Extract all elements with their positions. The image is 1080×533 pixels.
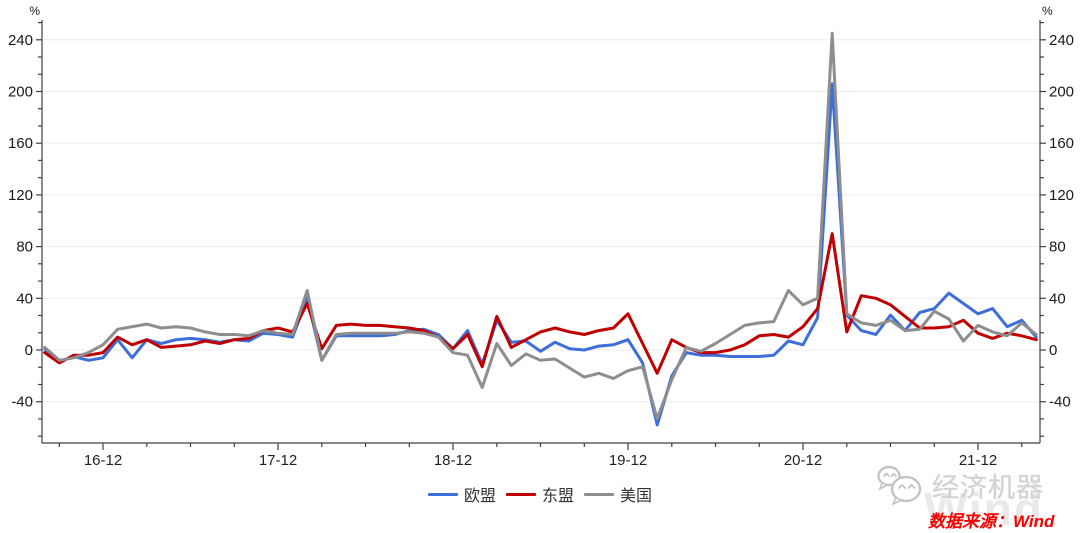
y-axis-tick-label-left: 240	[8, 32, 33, 49]
y-axis-tick-label-left: -40	[11, 394, 33, 411]
asean-series-line	[43, 232, 1038, 375]
chart-legend: 欧盟 东盟 美国	[0, 482, 1080, 506]
brand-name: 经济机器	[932, 472, 1044, 503]
y-axis-tick-label-left: 160	[8, 135, 33, 152]
wechat-icon	[877, 465, 922, 505]
wind-watermark: Wind	[924, 483, 1044, 533]
y-axis-tick-label-left: 0	[25, 342, 33, 359]
x-axis-tick-label: 18-12	[434, 452, 472, 469]
y-axis-tick-label-right: 240	[1049, 32, 1074, 49]
y-axis-tick-label-right: -40	[1049, 394, 1071, 411]
x-axis-tick-label: 16-12	[84, 452, 122, 469]
y-axis-tick-label-right: 80	[1049, 239, 1066, 256]
data-source-note: 数据来源：Wind	[928, 512, 1055, 531]
y-unit-label-right: %	[1042, 4, 1053, 18]
x-axis-tick-label: 19-12	[609, 452, 647, 469]
legend-item-asean: 东盟	[505, 482, 574, 506]
y-axis-tick-label-right: 0	[1049, 342, 1057, 359]
y-axis-tick-label-right: 160	[1049, 135, 1074, 152]
eu-series-line	[43, 82, 1038, 427]
y-axis-tick-label-left: 200	[8, 84, 33, 101]
legend-label-us: 美国	[620, 488, 653, 505]
y-axis-tick-label-left: 40	[16, 290, 33, 307]
us-series-line	[43, 31, 1038, 420]
legend-label-eu: 欧盟	[463, 488, 496, 505]
y-axis-tick-label-left: 80	[16, 239, 33, 256]
legend-swatch-us	[584, 492, 614, 496]
legend-label-asean: 东盟	[541, 488, 574, 505]
legend-swatch-asean	[505, 492, 536, 496]
brand-badge: 经济机器	[876, 465, 1044, 505]
legend-item-eu: 欧盟	[427, 482, 496, 506]
y-axis-tick-label-right: 200	[1049, 84, 1074, 101]
x-axis-tick-label: 20-12	[784, 452, 822, 469]
y-axis-tick-label-right: 120	[1049, 187, 1074, 204]
x-axis-tick-label: 17-12	[259, 452, 297, 469]
y-unit-label-left: %	[29, 4, 40, 18]
legend-item-us: 美国	[584, 482, 652, 506]
y-axis-tick-label-left: 120	[8, 187, 33, 204]
x-axis-tick-label: 21-12	[959, 452, 997, 469]
legend-swatch-eu	[427, 492, 458, 496]
y-axis-tick-label-right: 40	[1049, 290, 1066, 307]
